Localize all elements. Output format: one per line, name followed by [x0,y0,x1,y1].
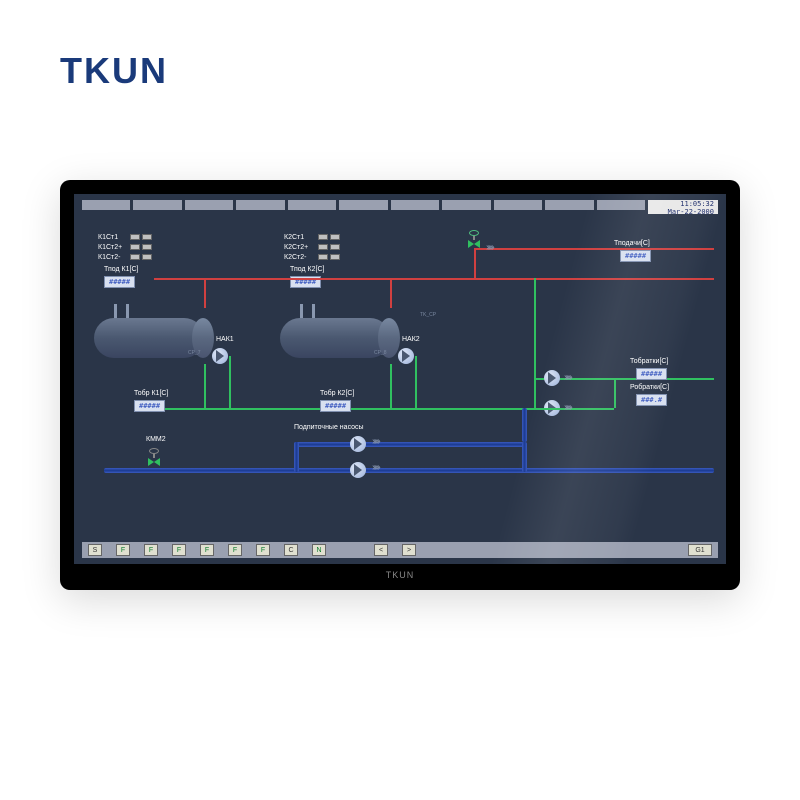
pump-icon[interactable] [350,462,366,478]
clock-date: Mar-22-2000 [652,209,714,217]
flow-direction-icon: ››››› [372,462,379,473]
pipe-makeup [104,468,714,473]
label-hak1: НАК1 [216,336,234,343]
label-k1st2m: К1Ст2- [98,254,120,261]
nav-button-f[interactable]: F [172,544,186,556]
indicator-pair [130,234,152,240]
top-seg[interactable] [597,200,645,210]
indicator-pair [130,254,152,260]
indicator-pair [318,234,340,240]
label-tpod-k1: Тпод К1[C] [104,266,138,273]
pump-icon[interactable] [544,370,560,386]
indicator-pair [318,244,340,250]
pipe-supply [474,248,714,250]
value-tpodachi: ##### [620,250,651,262]
nav-button-next[interactable]: > [402,544,416,556]
nav-button-f[interactable]: F [256,544,270,556]
top-seg[interactable] [288,200,336,210]
label-tobr-k1: Тобр К1[C] [134,390,168,397]
pipe-return [204,364,206,408]
nav-button-g1[interactable]: G1 [688,544,712,556]
pipe-return [229,356,231,408]
label-hak2: НАК2 [402,336,420,343]
indicator-pair [130,244,152,250]
value-tobratki: ##### [636,368,667,380]
flow-direction-icon: ››››› [486,242,493,253]
pipe-return [390,364,392,408]
label-tpod-k2: Тпод К2[C] [290,266,324,273]
nav-button-f[interactable]: F [144,544,158,556]
label-tpodachi: Тподачи[C] [614,240,650,247]
label-k1st2p: К1Ст2+ [98,244,122,251]
nav-button-f[interactable]: F [116,544,130,556]
valve-icon[interactable] [468,230,480,248]
nav-button-s[interactable]: S [88,544,102,556]
label-pobratki: Робратки[C] [630,384,669,391]
pipe-return [415,356,417,408]
monitor-brand-label: TKUN [74,570,726,580]
label-k2st2m: К2Ст2- [284,254,306,261]
top-seg[interactable] [339,200,387,210]
nav-button-f[interactable]: F [228,544,242,556]
monitor-frame: 11:05:32 Mar-22-2000 К1Ст1 К1Ст2+ К1Ст2-… [60,180,740,590]
nav-button-f[interactable]: F [200,544,214,556]
label-k2st2p: К2Ст2+ [284,244,308,251]
nav-button-n[interactable]: N [312,544,326,556]
top-seg[interactable] [82,200,130,210]
pipe-supply [154,278,714,280]
nav-button-c[interactable]: C [284,544,298,556]
pump-icon[interactable] [398,348,414,364]
tag: TK_CP [420,312,436,318]
top-seg[interactable] [133,200,181,210]
clock: 11:05:32 Mar-22-2000 [648,200,718,214]
hmi-screen: 11:05:32 Mar-22-2000 К1Ст1 К1Ст2+ К1Ст2-… [74,194,726,564]
top-seg[interactable] [494,200,542,210]
label-k2st1: К2Ст1 [284,234,304,241]
nav-button-prev[interactable]: < [374,544,388,556]
top-seg[interactable] [391,200,439,210]
brand-logo: TKUN [60,50,168,92]
pipe-makeup [294,442,299,472]
pipe-return [534,378,714,380]
valve-kmm2-icon[interactable] [148,448,160,466]
value-tobr-k2: ##### [320,400,351,412]
pump-icon[interactable] [350,436,366,452]
pipe-return [534,408,614,410]
tag: CP_8 [374,350,387,356]
value-tobr-k1: ##### [134,400,165,412]
pipe-makeup [522,442,527,472]
pipe-makeup [522,408,527,442]
label-k1st1: К1Ст1 [98,234,118,241]
tag: CP_7 [188,350,201,356]
label-podpit: Подпиточные насосы [294,424,364,431]
label-tobratki: Тобратки[C] [630,358,668,365]
top-bar: 11:05:32 Mar-22-2000 [82,200,718,214]
label-kmm2: КММ2 [146,436,166,443]
value-pobratki: ###.# [636,394,667,406]
value-tpod-k1: ##### [104,276,135,288]
indicator-pair [318,254,340,260]
pipe-makeup [294,442,524,447]
flow-direction-icon: ››››› [372,436,379,447]
top-seg[interactable] [442,200,490,210]
scada-diagram: К1Ст1 К1Ст2+ К1Ст2- К2Ст1 К2Ст2+ К2Ст2- … [74,218,726,538]
pipe-return [534,278,536,408]
top-seg[interactable] [236,200,284,210]
pipe-return [614,378,616,408]
flow-direction-icon: ››››› [564,372,571,383]
pipe-supply [474,248,476,278]
pump-icon[interactable] [212,348,228,364]
top-seg[interactable] [545,200,593,210]
flow-direction-icon: ››››› [564,402,571,413]
label-tobr-k2: Тобр К2[C] [320,390,354,397]
top-seg[interactable] [185,200,233,210]
bottom-bar: S F F F F F F C N < > G1 [82,542,718,558]
